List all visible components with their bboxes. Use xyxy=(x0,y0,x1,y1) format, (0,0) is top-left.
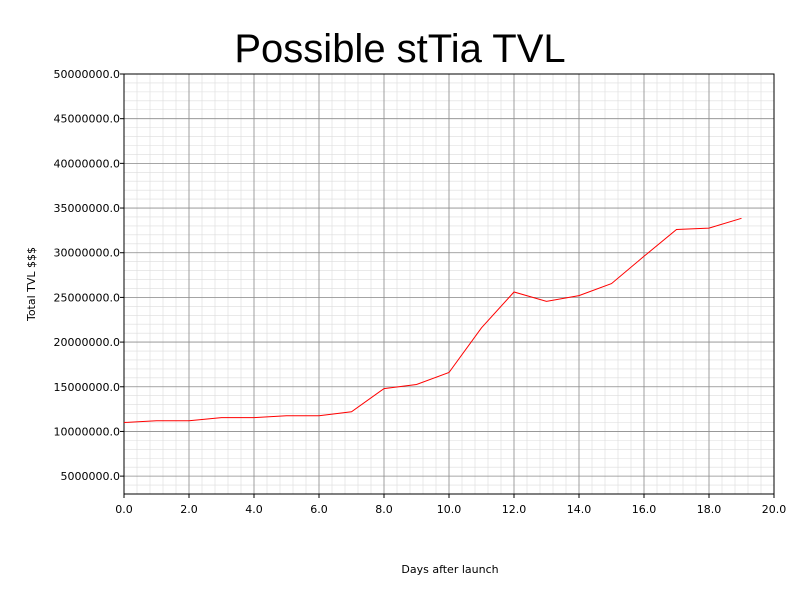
y-tick-label: 35000000.0 xyxy=(54,202,120,215)
y-tick-label: 5000000.0 xyxy=(61,470,121,483)
x-tick-label: 12.0 xyxy=(502,503,527,516)
series-line xyxy=(123,217,742,423)
y-tick-label: 20000000.0 xyxy=(54,336,120,349)
major-grid xyxy=(123,73,775,494)
x-tick-label: 16.0 xyxy=(632,503,657,516)
y-tick-label: 45000000.0 xyxy=(54,113,120,126)
x-axis-label: Days after launch xyxy=(401,563,498,576)
x-tick-label: 18.0 xyxy=(697,503,722,516)
y-tick-label: 10000000.0 xyxy=(54,425,120,438)
chart-title: Possible stTia TVL xyxy=(234,27,565,71)
x-tick-label: 10.0 xyxy=(437,503,462,516)
y-axis: 5000000.0 10000000.0 15000000.0 20000000.0 2… xyxy=(54,68,124,483)
x-axis: 0.0 2.0 4.0 6.0 8.0 10.0 12.0 14.0 16.0 18.0 20.0 xyxy=(115,494,786,516)
y-tick-label: 15000000.0 xyxy=(54,381,120,394)
x-tick-label: 6.0 xyxy=(310,503,328,516)
x-tick-label: 20.0 xyxy=(762,503,787,516)
y-tick-label: 30000000.0 xyxy=(54,247,120,260)
x-tick-label: 4.0 xyxy=(245,503,263,516)
x-tick-label: 8.0 xyxy=(375,503,393,516)
x-tick-label: 0.0 xyxy=(115,503,133,516)
y-tick-label: 50000000.0 xyxy=(54,68,120,81)
y-tick-label: 25000000.0 xyxy=(54,291,120,304)
x-tick-label: 2.0 xyxy=(180,503,198,516)
x-tick-label: 14.0 xyxy=(567,503,592,516)
y-axis-label: Total TVL $$$ xyxy=(25,247,38,322)
y-tick-label: 40000000.0 xyxy=(54,157,120,170)
